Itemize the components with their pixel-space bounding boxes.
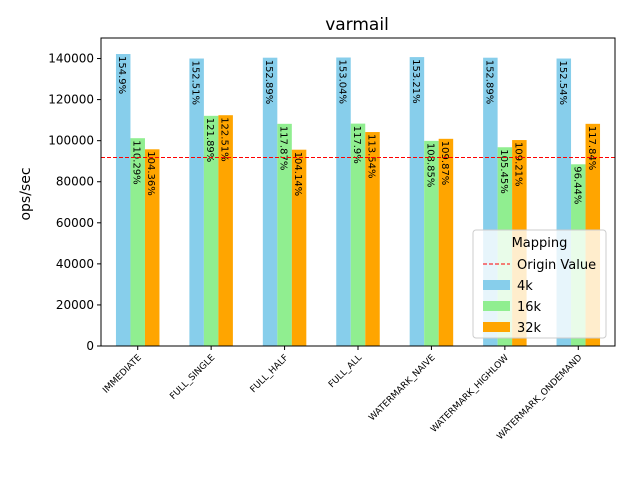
x-tick-label: IMMEDIATE [101,353,144,396]
legend-label-4k: 4k [517,279,533,294]
bar-value-label: 109.87% [439,141,450,186]
bar-value-label: 152.54% [557,61,568,106]
bar-value-label: 113.54% [366,134,377,179]
bar-32k-full_single [218,115,233,347]
bar-32k-watermark_naive [438,138,454,346]
bar-value-label: 105.45% [498,149,509,194]
bar-value-label: 108.85% [424,143,435,188]
legend-label-32k: 32k [517,321,542,336]
bar-16k-full_single [203,115,219,346]
legend-label-16k: 16k [517,300,542,315]
legend-origin-label: Origin Value [517,258,596,273]
y-tick-label: 120000 [48,93,94,107]
bar-16k-full_all [350,123,366,347]
bar-32k-full_half [291,149,307,346]
bar-value-label: 110.29% [131,140,142,185]
bar-4k-full_half [262,57,278,347]
y-tick-label: 0 [86,339,94,353]
bar-4k-immediate [115,54,131,347]
bar-value-label: 153.04% [337,60,348,104]
bar-4k-full_all [336,57,351,346]
y-tick-label: 20000 [56,298,94,312]
y-tick-label: 40000 [56,257,94,271]
bar-value-label: 154.9% [116,56,127,94]
legend: Mapping Origin Value 4k 16k 32k [472,229,607,339]
y-tick-label: 60000 [56,216,94,230]
y-tick-label: 80000 [56,175,94,189]
bar-4k-watermark_naive [409,57,425,346]
bar-value-label: 152.51% [190,61,201,106]
y-tick-label: 140000 [48,52,94,66]
bar-value-label: 117.87% [278,126,289,171]
chart-title: varmail [325,15,389,35]
legend-swatch-32k [483,322,510,332]
x-tick-label: FULL_ALL [327,353,364,390]
bar-value-label: 152.89% [263,60,274,105]
bar-32k-full_all [365,132,380,346]
bar-value-label: 152.89% [483,60,494,105]
legend-title: Mapping [512,236,568,251]
x-tick-label: FULL_SINGLE [168,353,217,402]
x-tick-label: WATERMARK_HIGHLOW [429,353,511,435]
bar-value-label: 117.9% [351,126,362,164]
bar-32k-immediate [144,149,160,346]
x-tick-label: FULL_HALF [249,353,291,395]
bar-16k-immediate [130,138,145,346]
bar-16k-full_half [277,123,292,346]
bar-value-label: 104.36% [145,151,156,196]
y-axis-label: ops/sec [18,167,34,220]
legend-swatch-16k [483,301,510,311]
bar-value-label: 109.21% [512,142,523,187]
y-tick-label: 100000 [48,134,94,148]
bar-4k-full_single [189,58,204,346]
bar-value-label: 153.21% [410,59,421,104]
x-tick-label: WATERMARK_ONDEMAND [495,353,584,442]
bar-value-label: 121.89% [204,118,215,163]
bar-value-label: 117.84% [586,126,597,171]
bar-value-label: 122.51% [219,117,230,162]
bar-value-label: 104.14% [292,152,303,197]
legend-swatch-4k [483,280,510,290]
bar-16k-watermark_naive [424,140,439,346]
bar-value-label: 96.44% [571,166,582,204]
x-tick-label: WATERMARK_NAIVE [367,353,437,423]
